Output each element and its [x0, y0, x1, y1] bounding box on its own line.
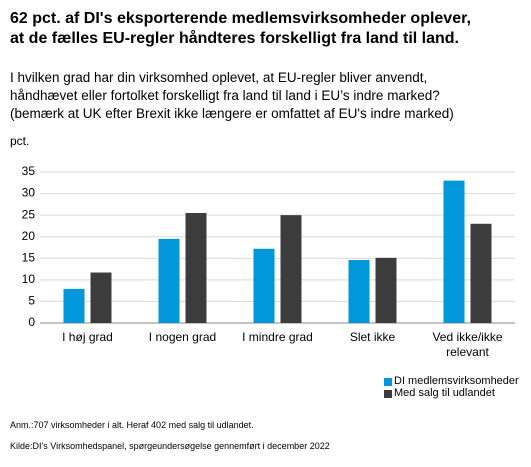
chart-subtitle: I hvilken grad har din virksomhed opleve… [10, 70, 428, 85]
chart-subtitle: håndhævet eller fortolket forskelligt fr… [10, 88, 440, 103]
footnote: Anm.:707 virksomheder i alt. Heraf 402 m… [10, 420, 254, 430]
y-tick-label: 30 [22, 186, 36, 200]
bar [375, 257, 397, 323]
bar [253, 248, 275, 323]
y-tick-label: 20 [22, 229, 36, 243]
y-tick-label: 5 [28, 294, 35, 308]
x-tick-label: I mindre grad [242, 330, 313, 344]
y-tick-label: 0 [28, 315, 35, 329]
chart-subtitle: (bemærk at UK efter Brexit ikke længere … [10, 106, 454, 121]
legend-swatch [384, 378, 392, 386]
y-tick-label: 15 [22, 250, 36, 264]
legend-label: DI medlemsvirksomheder [394, 375, 519, 387]
y-axis-label: pct. [10, 134, 30, 148]
bar [185, 212, 207, 323]
x-tick-label: Slet ikke [349, 330, 396, 344]
footnote: Kilde:DI's Virksomhedspanel, spørgeunder… [10, 441, 330, 451]
bar [63, 288, 85, 323]
x-tick-label: Ved ikke/ikke relevant [432, 330, 503, 359]
legend-label: Med salg til udlandet [394, 387, 495, 399]
chart-title: at de fælles EU-regler håndteres forskel… [10, 30, 459, 47]
x-tick-label: I nogen grad [148, 330, 217, 344]
y-tick-label: 10 [22, 272, 36, 286]
chart-title: 62 pct. af DI's eksporterende medlemsvir… [10, 10, 471, 27]
bar [90, 272, 112, 323]
x-tick-label: I høj grad [62, 330, 113, 344]
bar [348, 260, 370, 323]
y-tick-label: 25 [22, 207, 36, 221]
bar [443, 180, 465, 323]
bar [280, 215, 302, 323]
bar [470, 223, 492, 323]
y-tick-label: 35 [22, 164, 36, 178]
legend-swatch [384, 390, 392, 398]
bar [158, 238, 180, 323]
